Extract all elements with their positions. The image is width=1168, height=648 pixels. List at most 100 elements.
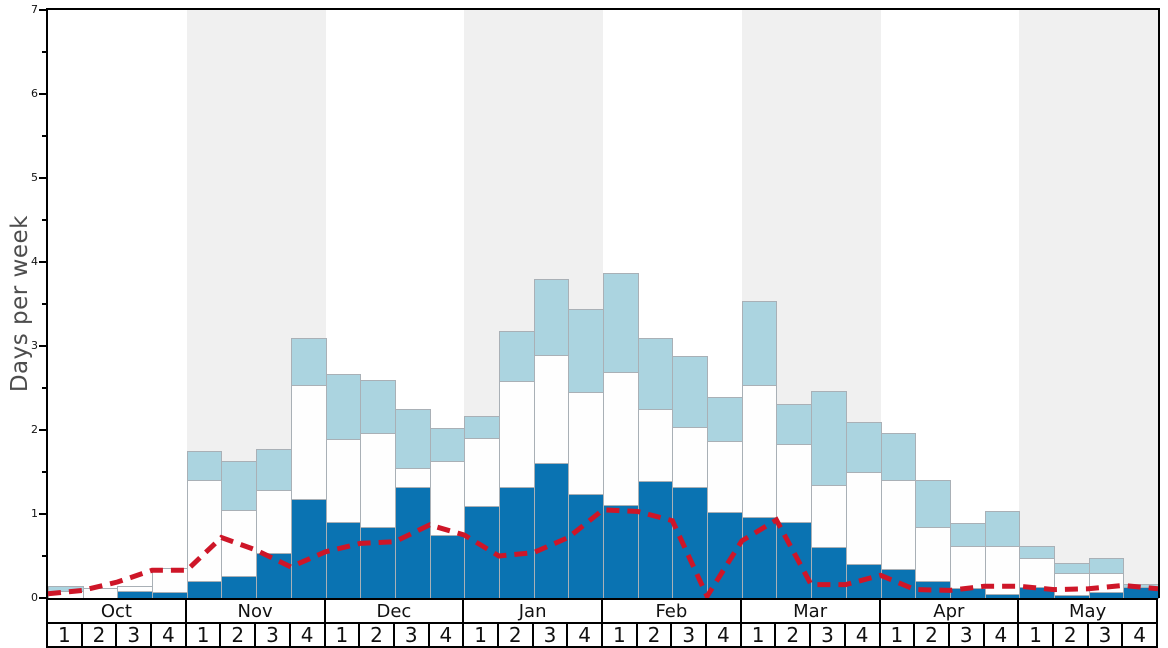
bar-segment-light-blue-feb-w1 (603, 272, 639, 374)
bar-segment-dark-blue-feb-w1 (603, 504, 639, 599)
week-label-apr-2: 2 (913, 622, 950, 648)
y-minor-tick (42, 51, 47, 53)
bar-segment-dark-blue-feb-w4 (707, 512, 743, 599)
bar-segment-light-blue-nov-w3 (256, 449, 292, 492)
y-major-tick (39, 513, 47, 515)
y-major-tick (39, 177, 47, 179)
plot-frame-right (1158, 8, 1160, 598)
bar-segment-dark-blue-mar-w3 (811, 546, 847, 599)
week-label-oct-4: 4 (150, 622, 187, 648)
bar-segment-white-apr-w2 (915, 527, 951, 583)
week-label-mar-1: 1 (739, 622, 777, 648)
month-label-apr: Apr (878, 598, 1020, 624)
y-tick-label-0: 0 (31, 591, 38, 604)
bar-segment-light-blue-mar-w2 (776, 403, 813, 446)
y-minor-tick (42, 219, 47, 221)
week-label-apr-1: 1 (878, 622, 916, 648)
week-label-feb-3: 3 (670, 622, 708, 648)
y-tick-label-4: 4 (31, 255, 38, 268)
y-tick-label-3: 3 (31, 339, 38, 352)
bar-segment-white-dec-w2 (360, 433, 396, 529)
week-label-may-2: 2 (1051, 622, 1089, 648)
bar-segment-white-mar-w1 (741, 385, 778, 518)
month-label-dec: Dec (323, 598, 465, 624)
week-label-apr-3: 3 (947, 622, 985, 648)
bar-segment-light-blue-may-w1 (1019, 545, 1055, 559)
bar-segment-light-blue-mar-w1 (741, 301, 778, 387)
bar-segment-dark-blue-jan-w4 (568, 493, 604, 599)
month-label-may: May (1017, 598, 1158, 624)
week-label-mar-2: 2 (774, 622, 812, 648)
y-minor-tick (42, 471, 47, 473)
y-minor-tick (42, 387, 47, 389)
bar-segment-dark-blue-dec-w3 (394, 487, 431, 599)
bar-segment-white-mar-w4 (845, 472, 882, 565)
bar-segment-dark-blue-dec-w4 (429, 535, 466, 599)
bar-segment-light-blue-apr-w4 (984, 511, 1021, 547)
bar-segment-light-blue-apr-w1 (880, 432, 917, 482)
week-label-oct-2: 2 (80, 622, 118, 648)
week-label-dec-3: 3 (392, 622, 430, 648)
shaded-month-band-may (1019, 10, 1158, 598)
y-tick-label-2: 2 (31, 423, 38, 436)
y-tick-label-5: 5 (31, 171, 38, 184)
week-label-nov-2: 2 (219, 622, 257, 648)
week-label-jan-4: 4 (566, 622, 603, 648)
week-label-jan-3: 3 (531, 622, 569, 648)
red-dashed-line (47, 507, 1159, 602)
week-label-dec-1: 1 (323, 622, 361, 648)
week-label-mar-4: 4 (843, 622, 881, 648)
week-label-oct-3: 3 (115, 622, 153, 648)
week-label-feb-2: 2 (635, 622, 673, 648)
week-label-apr-4: 4 (982, 622, 1020, 648)
week-label-nov-4: 4 (288, 622, 326, 648)
week-label-jan-1: 1 (462, 622, 499, 648)
week-label-jan-2: 2 (496, 622, 534, 648)
month-label-nov: Nov (184, 598, 326, 624)
week-label-mar-3: 3 (809, 622, 846, 648)
y-major-tick (39, 597, 47, 599)
month-label-jan: Jan (462, 598, 603, 624)
y-major-tick (39, 345, 47, 347)
week-label-nov-1: 1 (184, 622, 222, 648)
week-label-may-1: 1 (1017, 622, 1054, 648)
y-minor-tick (42, 555, 47, 557)
bar-segment-light-blue-dec-w1 (325, 373, 362, 441)
week-label-dec-2: 2 (358, 622, 395, 648)
y-tick-label-1: 1 (31, 507, 38, 520)
week-label-feb-4: 4 (705, 622, 742, 648)
bar-segment-light-blue-dec-w4 (429, 428, 466, 463)
bar-segment-light-blue-may-w3 (1088, 557, 1125, 574)
bar-segment-light-blue-dec-w2 (360, 380, 396, 435)
y-minor-tick (42, 135, 47, 137)
week-label-may-3: 3 (1086, 622, 1124, 648)
bar-segment-light-blue-nov-w2 (221, 461, 258, 511)
bar-segment-white-jan-w4 (568, 392, 604, 495)
bar-segment-light-blue-nov-w4 (290, 338, 327, 387)
y-tick-label-7: 7 (31, 3, 38, 16)
bar-segment-light-blue-nov-w1 (186, 451, 223, 481)
week-label-oct-1: 1 (46, 622, 83, 648)
week-label-feb-1: 1 (601, 622, 638, 648)
bar-segment-white-feb-w1 (603, 372, 639, 506)
bar-segment-dark-blue-feb-w2 (637, 481, 674, 599)
y-tick-label-6: 6 (31, 87, 38, 100)
bar-segment-light-blue-feb-w3 (672, 356, 709, 429)
y-minor-tick (42, 303, 47, 305)
month-label-mar: Mar (739, 598, 881, 624)
week-label-dec-4: 4 (427, 622, 465, 648)
plot-frame-top (46, 8, 1160, 10)
week-label-nov-3: 3 (254, 622, 291, 648)
y-major-tick (39, 9, 47, 11)
y-major-tick (39, 261, 47, 263)
bar-segment-light-blue-apr-w2 (915, 479, 951, 529)
bar-segment-light-blue-jan-w2 (498, 330, 535, 383)
month-label-oct: Oct (46, 598, 187, 624)
plot-frame-left (46, 8, 48, 598)
week-label-may-4: 4 (1121, 622, 1158, 648)
bar-segment-dark-blue-nov-w4 (290, 498, 327, 599)
y-major-tick (39, 429, 47, 431)
month-label-feb: Feb (601, 598, 742, 624)
